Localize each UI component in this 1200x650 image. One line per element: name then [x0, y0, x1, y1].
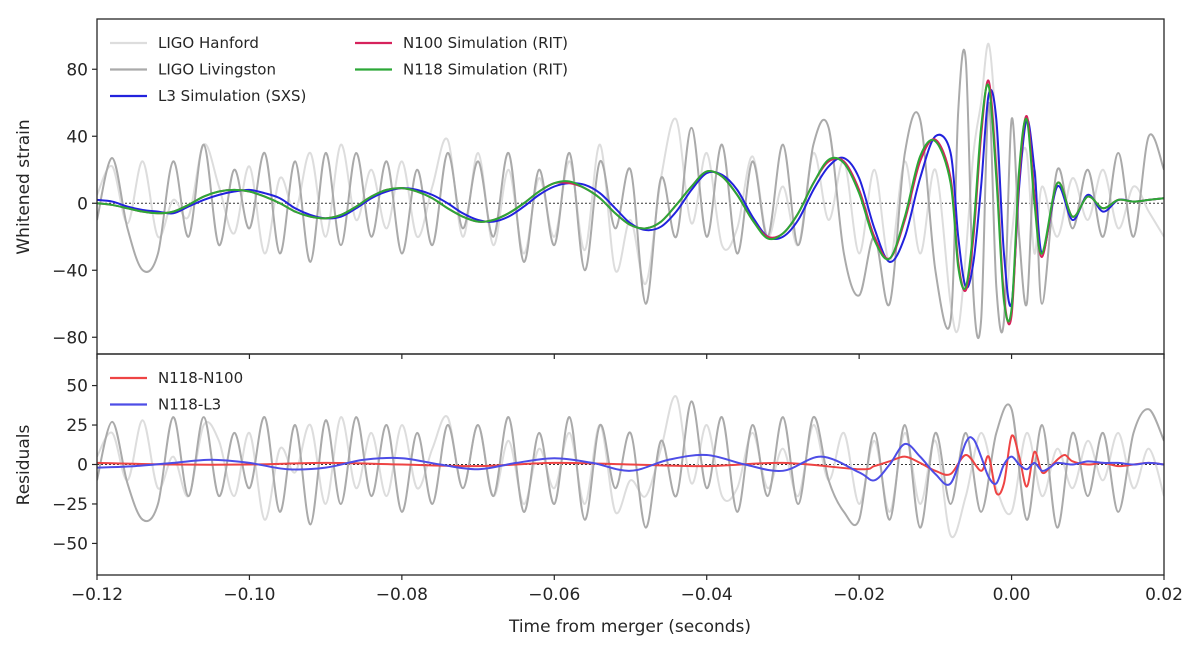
- xtick-label: −0.12: [71, 585, 123, 605]
- top-series-l3-simulation-sxs: [97, 88, 1164, 307]
- bottom-ylabel: Residuals: [14, 425, 34, 506]
- xtick-label: −0.06: [528, 585, 580, 605]
- bottom-series-group: [97, 395, 1164, 539]
- bottom-series-n118-l3: [97, 436, 1164, 486]
- legend-label-l3-simulation-sxs: L3 Simulation (SXS): [158, 87, 306, 105]
- legend-label-ligo-hanford: LIGO Hanford: [158, 34, 259, 52]
- bottom-series-detector-1: [97, 400, 1164, 529]
- bottom-series-n118-n100: [97, 434, 1164, 496]
- top-series-group: [97, 43, 1164, 339]
- legend-label-n118-l3: N118-L3: [158, 396, 221, 414]
- bottom-legend: N118-N100 N118-L3: [110, 369, 243, 414]
- bottom-series-detector-0: [97, 395, 1164, 539]
- top-ylabel: Whitened strain: [14, 119, 34, 254]
- top-ytick-label: −40: [52, 261, 88, 281]
- bottom-y-ticks: −50 −25 0 25 50: [52, 377, 97, 554]
- legend-label-n118-simulation-rit: N118 Simulation (RIT): [403, 61, 568, 79]
- top-panel: −80 −40 0 40 80 Whitened strain LIGO Hanford…: [14, 18, 1165, 359]
- top-legend: LIGO Hanford LIGO Livingston L3 Simulation…: [110, 34, 568, 105]
- xtick-label: −0.02: [833, 585, 885, 605]
- top-ytick-label: 40: [66, 127, 88, 147]
- bottom-ytick-label: −50: [52, 534, 88, 554]
- top-series-n118-simulation-rit: [97, 83, 1164, 323]
- top-y-ticks: −80 −40 0 40 80: [52, 60, 1165, 359]
- top-series-ligo-livingston: [97, 48, 1164, 339]
- xlabel: Time from merger (seconds): [508, 617, 751, 637]
- xtick-label: 0.00: [993, 585, 1031, 605]
- top-ytick-label: 80: [66, 60, 88, 80]
- xtick-label: −0.10: [223, 585, 275, 605]
- top-ytick-label: −80: [52, 328, 88, 348]
- bottom-ytick-label: −25: [52, 495, 88, 515]
- bottom-x-ticks: −0.12 −0.10 −0.08 −0.06 −0.04 −0.02 0.00 0.02: [71, 575, 1183, 605]
- xtick-label: 0.02: [1145, 585, 1183, 605]
- legend-label-ligo-livingston: LIGO Livingston: [158, 61, 276, 79]
- bottom-ytick-label: 50: [66, 377, 88, 397]
- top-ytick-label: 0: [77, 194, 88, 214]
- legend-label-n100-simulation-rit: N100 Simulation (RIT): [403, 34, 568, 52]
- xtick-label: −0.04: [681, 585, 733, 605]
- xtick-label: −0.08: [376, 585, 428, 605]
- bottom-ytick-label: 25: [66, 416, 88, 436]
- legend-label-n118-n100: N118-N100: [158, 369, 243, 387]
- bottom-ytick-label: 0: [77, 456, 88, 476]
